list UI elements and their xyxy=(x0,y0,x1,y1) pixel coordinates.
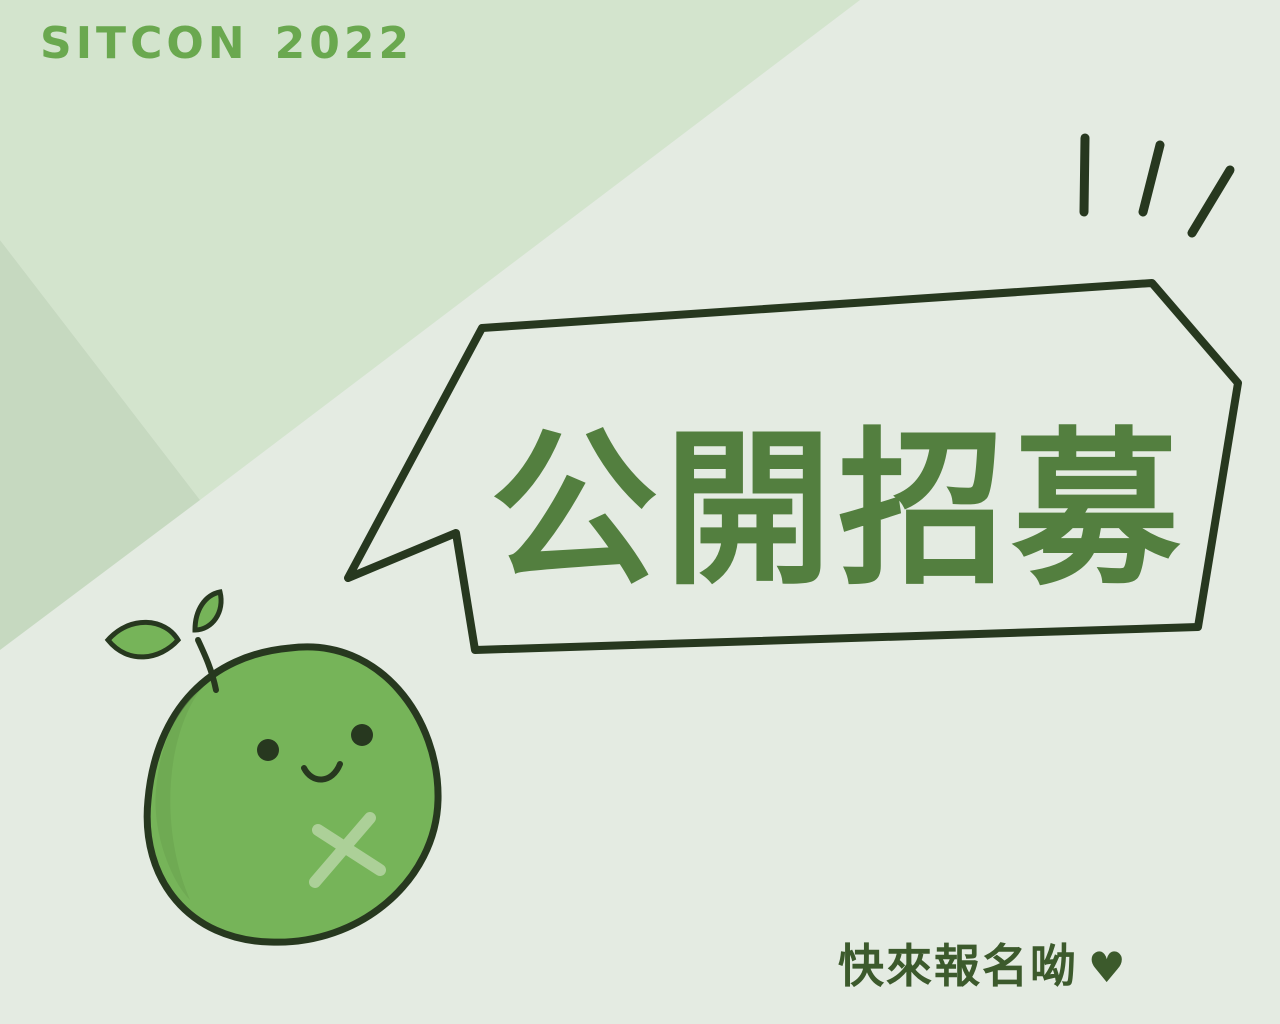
event-year: 2022 xyxy=(274,18,414,69)
sitcon-logo: SITCON 2022 xyxy=(40,18,413,69)
heart-icon: ♥ xyxy=(1088,943,1128,992)
headline: 公開招募 xyxy=(490,411,1186,608)
brand-name: SITCON xyxy=(40,18,249,69)
call-to-action: 快來報名呦 ♥ xyxy=(838,930,1128,996)
call-to-action-text: 快來報名呦 xyxy=(838,939,1078,993)
